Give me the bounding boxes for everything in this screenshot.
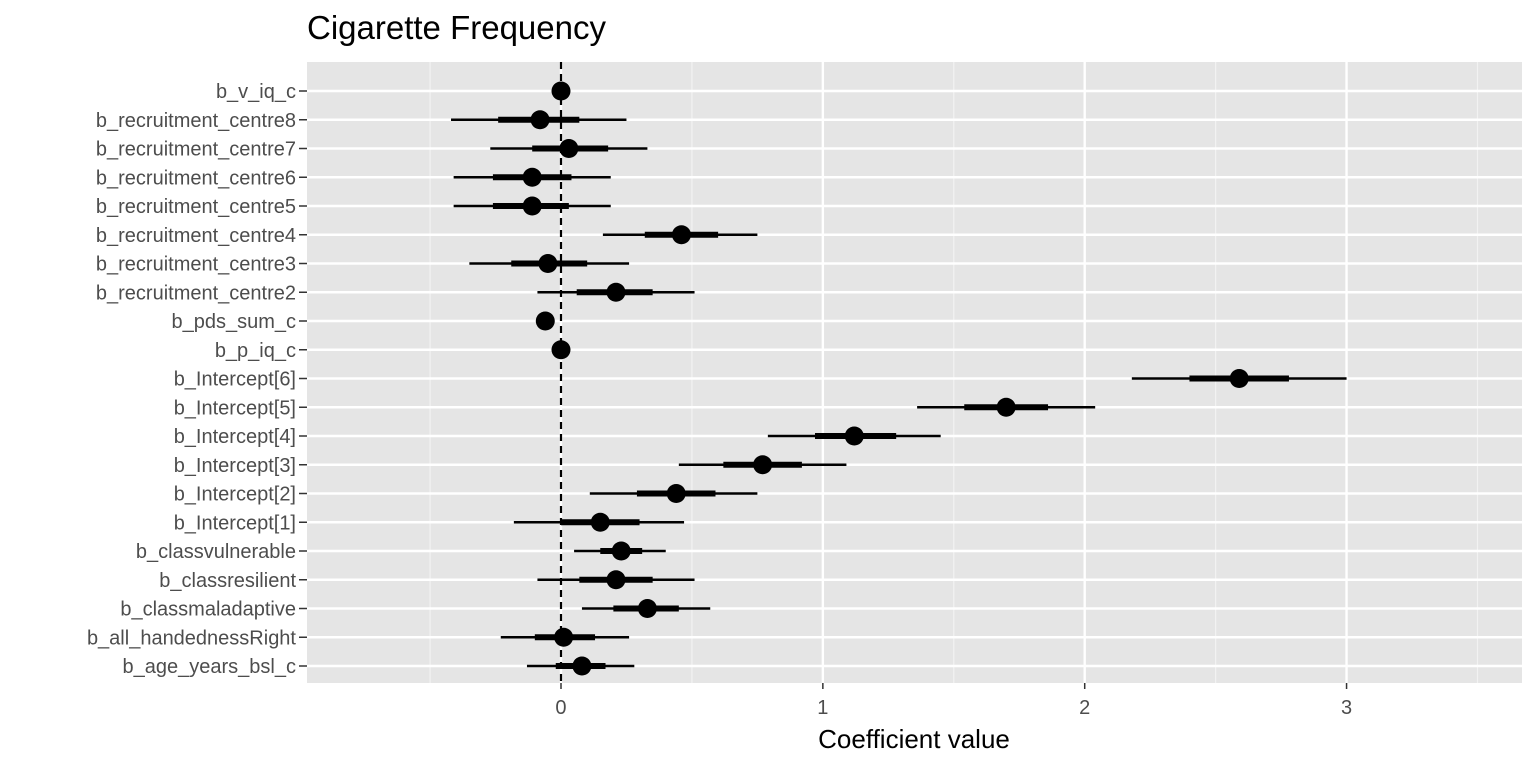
point-estimate: [671, 225, 691, 245]
x-axis-title: Coefficient value: [818, 724, 1010, 754]
point-estimate: [551, 340, 571, 360]
y-axis-label: b_Intercept[4]: [174, 426, 296, 448]
y-axis-label: b_classmaladaptive: [120, 599, 296, 621]
point-estimate: [559, 139, 579, 158]
plot-panel: [307, 62, 1522, 683]
point-estimate: [606, 570, 626, 590]
point-estimate: [753, 455, 773, 475]
y-axis-label: b_age_years_bsl_c: [123, 656, 296, 678]
y-axis-label: b_recruitment_centre6: [96, 167, 296, 189]
y-axis-label: b_recruitment_centre3: [96, 254, 296, 276]
point-estimate: [572, 656, 592, 676]
point-estimate: [666, 484, 686, 503]
y-axis-label: b_classvulnerable: [136, 541, 296, 563]
y-axis-ticks: [299, 90, 307, 667]
y-axis-label: b_recruitment_centre2: [96, 282, 296, 304]
point-estimate: [554, 627, 574, 647]
y-axis-label: b_all_handednessRight: [87, 627, 296, 649]
y-axis-label: b_recruitment_centre8: [96, 110, 296, 132]
y-axis-label: b_recruitment_centre4: [96, 225, 296, 247]
y-axis-labels: b_v_iq_c b_recruitment_centre8 b_recruitme…: [87, 81, 297, 678]
y-axis-label: b_Intercept[5]: [174, 397, 296, 419]
point-estimate: [522, 167, 542, 187]
point-estimate: [637, 599, 657, 618]
y-axis-label: b_recruitment_centre7: [96, 139, 296, 161]
point-estimate: [611, 541, 631, 561]
y-axis-label: b_v_iq_c: [216, 81, 296, 103]
point-estimate: [522, 196, 542, 216]
x-axis-tick-label: 0: [555, 697, 566, 719]
y-axis-label: b_Intercept[1]: [174, 512, 296, 534]
y-axis-label: b_p_iq_c: [215, 340, 296, 362]
point-estimate: [530, 110, 550, 130]
x-axis-tick-label: 1: [817, 697, 828, 719]
point-estimate: [1229, 369, 1249, 388]
chart-title: Cigarette Frequency: [307, 9, 606, 46]
point-estimate: [590, 512, 610, 532]
x-axis-tick-label: 3: [1341, 697, 1352, 719]
y-axis-label: b_Intercept[3]: [174, 455, 296, 477]
y-axis-label: b_pds_sum_c: [171, 311, 296, 333]
point-estimate: [844, 426, 864, 446]
y-axis-label: b_recruitment_centre5: [96, 196, 296, 218]
point-estimate: [996, 397, 1016, 417]
y-axis-label: b_classresilient: [159, 570, 296, 592]
point-estimate: [538, 254, 558, 273]
point-estimate: [535, 311, 555, 331]
y-axis-label: b_Intercept[2]: [174, 484, 296, 506]
y-axis-label: b_Intercept[6]: [174, 369, 296, 391]
point-estimate: [551, 81, 571, 101]
point-estimate: [606, 282, 626, 302]
point-estimates: [522, 81, 1249, 676]
x-axis-tick-label: 2: [1079, 697, 1090, 719]
x-axis: 0 1 2 3: [555, 683, 1352, 719]
